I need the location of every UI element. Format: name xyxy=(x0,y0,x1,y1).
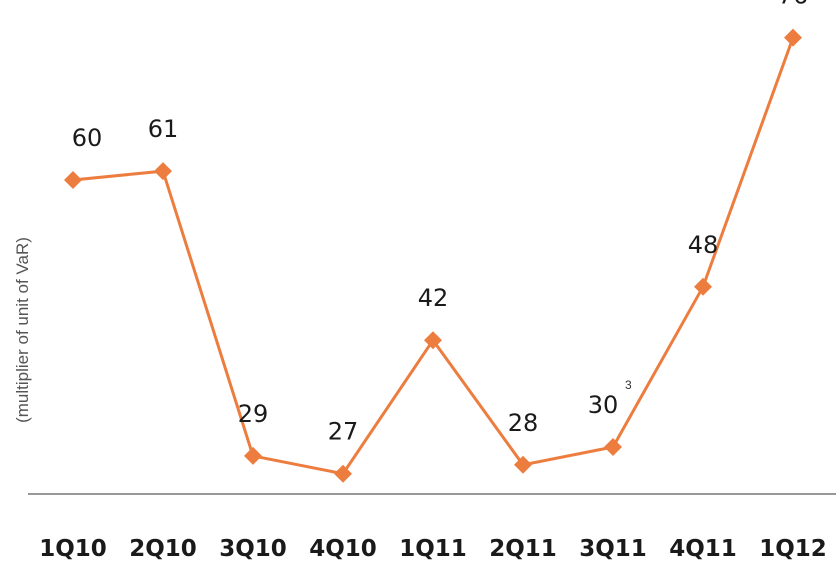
x-tick-label: 4Q10 xyxy=(309,536,377,562)
x-tick-label: 2Q11 xyxy=(489,536,557,562)
data-point-marker xyxy=(334,464,352,483)
series-line xyxy=(72,37,795,476)
x-tick-label: 3Q10 xyxy=(219,536,287,562)
data-point-marker xyxy=(604,438,622,456)
data-point-marker xyxy=(694,277,712,296)
data-point-marker xyxy=(154,162,172,181)
series-group xyxy=(64,28,802,483)
data-point-marker xyxy=(424,331,442,350)
x-tick-label: 1Q10 xyxy=(39,536,107,562)
x-tick-label: 1Q12 xyxy=(759,536,827,562)
data-point-marker xyxy=(784,28,802,47)
x-tick-label: 3Q11 xyxy=(579,536,647,562)
data-label: 28 xyxy=(508,409,539,437)
data-label: 42 xyxy=(418,284,449,312)
x-tick-label: 4Q11 xyxy=(669,536,737,562)
data-point-marker xyxy=(244,446,262,465)
data-point-marker xyxy=(514,455,532,474)
y-axis-label: (multiplier of unit of VaR) xyxy=(13,237,32,423)
data-label: 61 xyxy=(148,115,179,143)
x-tick-label: 1Q11 xyxy=(399,536,467,562)
footnote-marker: 3 xyxy=(625,378,632,392)
data-label: 48 xyxy=(688,231,719,259)
x-tick-label: 2Q10 xyxy=(129,536,197,562)
data-labels: 60 61 29 27 42 28 30 48 76 3 xyxy=(72,0,809,446)
data-point-marker xyxy=(64,171,82,189)
data-label: 30 xyxy=(588,391,619,419)
data-label: 27 xyxy=(328,418,359,446)
x-axis-ticks: 1Q10 2Q10 3Q10 4Q10 1Q11 2Q11 3Q11 4Q11 1Q12 xyxy=(39,536,827,562)
data-label: 76 xyxy=(778,0,809,10)
data-label: 60 xyxy=(72,124,103,152)
data-label: 29 xyxy=(238,400,269,428)
